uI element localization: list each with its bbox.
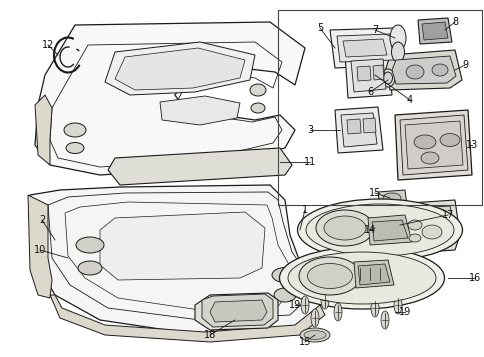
Ellipse shape — [421, 225, 441, 239]
Polygon shape — [367, 215, 411, 245]
Polygon shape — [384, 50, 461, 90]
Polygon shape — [28, 195, 52, 298]
Ellipse shape — [323, 216, 365, 240]
Text: 9: 9 — [461, 60, 467, 70]
Polygon shape — [160, 96, 240, 125]
Ellipse shape — [272, 267, 297, 282]
Polygon shape — [421, 22, 447, 40]
Ellipse shape — [249, 84, 265, 96]
Text: 13: 13 — [465, 140, 477, 150]
Ellipse shape — [393, 296, 401, 314]
Ellipse shape — [76, 237, 104, 253]
Polygon shape — [371, 220, 407, 241]
Ellipse shape — [303, 331, 325, 340]
Polygon shape — [342, 39, 386, 57]
Ellipse shape — [389, 25, 405, 51]
Text: 15: 15 — [368, 188, 380, 198]
Text: 18: 18 — [203, 330, 216, 340]
Text: 16: 16 — [468, 273, 480, 283]
Polygon shape — [373, 200, 459, 255]
Text: 14: 14 — [363, 225, 376, 235]
Polygon shape — [105, 42, 255, 95]
Ellipse shape — [316, 210, 373, 246]
Text: 3: 3 — [306, 125, 312, 135]
Ellipse shape — [380, 311, 388, 329]
Ellipse shape — [391, 42, 404, 62]
Polygon shape — [387, 214, 451, 232]
Text: 8: 8 — [451, 17, 457, 27]
Ellipse shape — [333, 303, 341, 321]
Polygon shape — [391, 56, 455, 84]
Text: 17: 17 — [441, 210, 453, 220]
Ellipse shape — [431, 64, 447, 76]
Polygon shape — [399, 115, 467, 175]
Polygon shape — [334, 107, 382, 153]
Ellipse shape — [300, 328, 329, 342]
Text: 19: 19 — [398, 307, 410, 317]
Ellipse shape — [64, 123, 86, 137]
Ellipse shape — [310, 309, 318, 327]
Ellipse shape — [407, 220, 421, 230]
Polygon shape — [394, 110, 471, 180]
Polygon shape — [30, 185, 319, 335]
Ellipse shape — [307, 263, 352, 288]
Text: 5: 5 — [316, 23, 322, 33]
Ellipse shape — [383, 72, 392, 84]
Ellipse shape — [251, 103, 264, 113]
Ellipse shape — [439, 134, 459, 146]
Polygon shape — [115, 48, 244, 90]
Ellipse shape — [297, 199, 462, 261]
Polygon shape — [35, 95, 52, 165]
Polygon shape — [108, 148, 291, 185]
Polygon shape — [201, 294, 272, 327]
Text: 11: 11 — [303, 157, 316, 167]
Polygon shape — [210, 300, 267, 322]
Polygon shape — [372, 65, 383, 80]
Ellipse shape — [305, 204, 453, 256]
Polygon shape — [50, 295, 324, 342]
Ellipse shape — [413, 135, 435, 149]
Polygon shape — [346, 119, 360, 134]
Polygon shape — [357, 264, 389, 285]
Ellipse shape — [382, 193, 400, 203]
Bar — [277, 10, 481, 205]
Ellipse shape — [301, 296, 308, 314]
Polygon shape — [404, 121, 462, 169]
Ellipse shape — [273, 288, 295, 302]
Polygon shape — [377, 190, 406, 207]
Polygon shape — [329, 28, 399, 68]
Polygon shape — [417, 18, 451, 44]
Polygon shape — [379, 206, 454, 248]
Polygon shape — [336, 34, 393, 62]
Ellipse shape — [66, 142, 84, 154]
Text: 10: 10 — [34, 245, 46, 255]
Polygon shape — [353, 260, 393, 288]
Text: 12: 12 — [42, 40, 54, 50]
Text: 2: 2 — [39, 215, 45, 225]
Polygon shape — [195, 293, 277, 330]
Ellipse shape — [408, 234, 420, 242]
Polygon shape — [350, 59, 385, 92]
Polygon shape — [35, 22, 304, 175]
Ellipse shape — [405, 65, 423, 79]
Polygon shape — [100, 212, 264, 280]
Ellipse shape — [370, 299, 378, 317]
Ellipse shape — [298, 257, 360, 295]
Ellipse shape — [78, 261, 102, 275]
Ellipse shape — [380, 69, 394, 87]
Ellipse shape — [287, 252, 435, 304]
Text: 7: 7 — [371, 25, 378, 35]
Polygon shape — [356, 66, 370, 81]
Text: 15: 15 — [298, 337, 311, 347]
Ellipse shape — [320, 291, 328, 309]
Text: 4: 4 — [406, 95, 412, 105]
Polygon shape — [344, 53, 391, 98]
Ellipse shape — [279, 247, 443, 309]
Polygon shape — [340, 113, 376, 147]
Polygon shape — [362, 118, 375, 133]
Text: 19: 19 — [288, 300, 301, 310]
Text: 6: 6 — [366, 87, 372, 97]
Text: 1: 1 — [302, 205, 307, 215]
Ellipse shape — [420, 152, 438, 164]
